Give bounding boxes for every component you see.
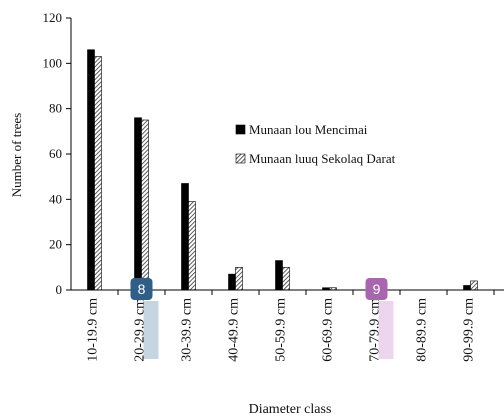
x-tick-label-90-99-9-cm: 90-99.9 cm [462, 298, 477, 362]
bar-munaan-luuq-sekolaq-darat-90-99-9-cm [470, 280, 478, 291]
x-axis-title: Diameter class [249, 402, 332, 417]
highlight-shade-20-29-9-cm [143, 301, 159, 359]
legend-swatch-munaan-luuq-sekolaq-darat [235, 153, 246, 164]
bar-munaan-luuq-sekolaq-darat-10-19-9-cm [94, 56, 102, 291]
y-tick-label-120: 120 [43, 10, 63, 25]
badge-label-8: 8 [138, 281, 146, 297]
bar-munaan-luuq-sekolaq-darat-50-59-9-cm [282, 267, 290, 291]
bar-munaan-lou-mencimai-20-29-9-cm [134, 117, 142, 291]
y-tick-label-40: 40 [49, 191, 62, 206]
y-tick-label-20: 20 [49, 237, 62, 252]
x-tick-label-10-19-9-cm: 10-19.9 cm [86, 298, 101, 362]
y-tick-label-100: 100 [43, 55, 63, 70]
x-tick-label-70-79-9-cm: 70-79.9 cm [368, 298, 383, 362]
x-tick-label-60-69-9-cm: 60-69.9 cm [321, 298, 336, 362]
bar-munaan-lou-mencimai-30-39-9-cm [181, 183, 189, 291]
bar-munaan-lou-mencimai-40-49-9-cm [228, 273, 236, 291]
y-tick-label-60: 60 [49, 146, 62, 161]
highlight-shade-layer [143, 301, 394, 359]
bar-munaan-luuq-sekolaq-darat-40-49-9-cm [235, 267, 243, 291]
bar-munaan-lou-mencimai-50-59-9-cm [275, 260, 283, 291]
x-tick-label-50-59-9-cm: 50-59.9 cm [274, 298, 289, 362]
y-axis-title: Number of trees [9, 113, 24, 197]
x-tick-label-20-29-9-cm: 20-29.9 cm [133, 298, 148, 362]
legend-label-munaan-luuq-sekolaq-darat: Munaan luuq Sekolaq Darat [249, 151, 396, 166]
x-tick-label-80-89-9-cm: 80-89.9 cm [415, 298, 430, 362]
bar-munaan-luuq-sekolaq-darat-20-29-9-cm [141, 119, 149, 291]
legend-label-munaan-lou-mencimai: Munaan lou Mencimai [249, 122, 368, 137]
bars-layer [87, 49, 478, 291]
bar-munaan-lou-mencimai-90-99-9-cm [463, 285, 471, 291]
badge-label-9: 9 [373, 281, 381, 297]
legend: Munaan lou Mencimai Munaan luuq Sekolaq D… [235, 122, 396, 166]
x-tick-label-40-49-9-cm: 40-49.9 cm [227, 298, 242, 362]
y-tick-label-80: 80 [49, 101, 62, 116]
y-tick-label-0: 0 [56, 282, 63, 297]
highlight-shade-70-79-9-cm [378, 301, 394, 359]
labels-layer: 0 20 40 60 80 100 120 10-19.9 cm 20-29.9 cm 30-39… [43, 10, 477, 362]
badge-9 [365, 278, 388, 300]
bar-munaan-luuq-sekolaq-darat-30-39-9-cm [188, 201, 196, 291]
legend-swatch-munaan-lou-mencimai [235, 124, 246, 135]
bar-munaan-lou-mencimai-10-19-9-cm [87, 49, 95, 291]
x-tick-label-30-39-9-cm: 30-39.9 cm [180, 298, 195, 362]
badge-8 [130, 278, 153, 300]
